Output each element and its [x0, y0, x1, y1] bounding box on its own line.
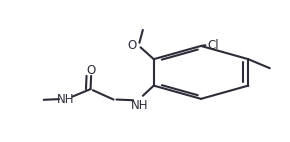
Text: Cl: Cl	[207, 39, 219, 52]
Text: O: O	[128, 39, 137, 52]
Text: NH: NH	[57, 93, 74, 106]
Text: NH: NH	[130, 99, 148, 112]
Text: O: O	[86, 63, 96, 77]
